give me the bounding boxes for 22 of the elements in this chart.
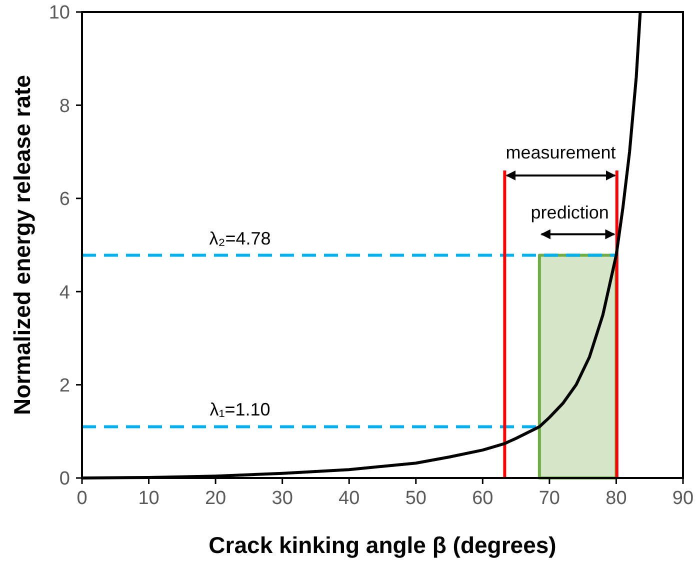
annotation: measurement: [506, 142, 616, 162]
y-tick-label: 10: [48, 2, 70, 24]
x-tick-label: 50: [405, 488, 426, 509]
x-tick-label: 40: [338, 488, 360, 509]
annotation: λ₂=4.78: [209, 228, 271, 248]
y-tick-label: 2: [59, 375, 70, 396]
x-tick-label: 60: [472, 488, 494, 509]
x-tick-label: 90: [672, 488, 694, 509]
x-tick-label: 20: [204, 488, 226, 509]
x-tick-label: 0: [76, 488, 88, 509]
annotation: prediction: [530, 202, 609, 222]
y-tick-label: 4: [59, 282, 70, 304]
x-axis-title: Crack kinking angle β (degrees): [208, 532, 556, 558]
x-tick-label: 10: [138, 488, 160, 509]
y-tick-label: 6: [59, 189, 70, 210]
annotation: λ₁=1.10: [210, 400, 270, 420]
y-tick-label: 8: [59, 96, 70, 117]
y-axis-title: Normalized energy release rate: [9, 74, 35, 416]
x-tick-label: 70: [538, 488, 560, 509]
x-tick-label: 30: [272, 488, 293, 509]
x-tick-label: 80: [606, 488, 627, 509]
y-tick-label: 0: [59, 468, 70, 490]
